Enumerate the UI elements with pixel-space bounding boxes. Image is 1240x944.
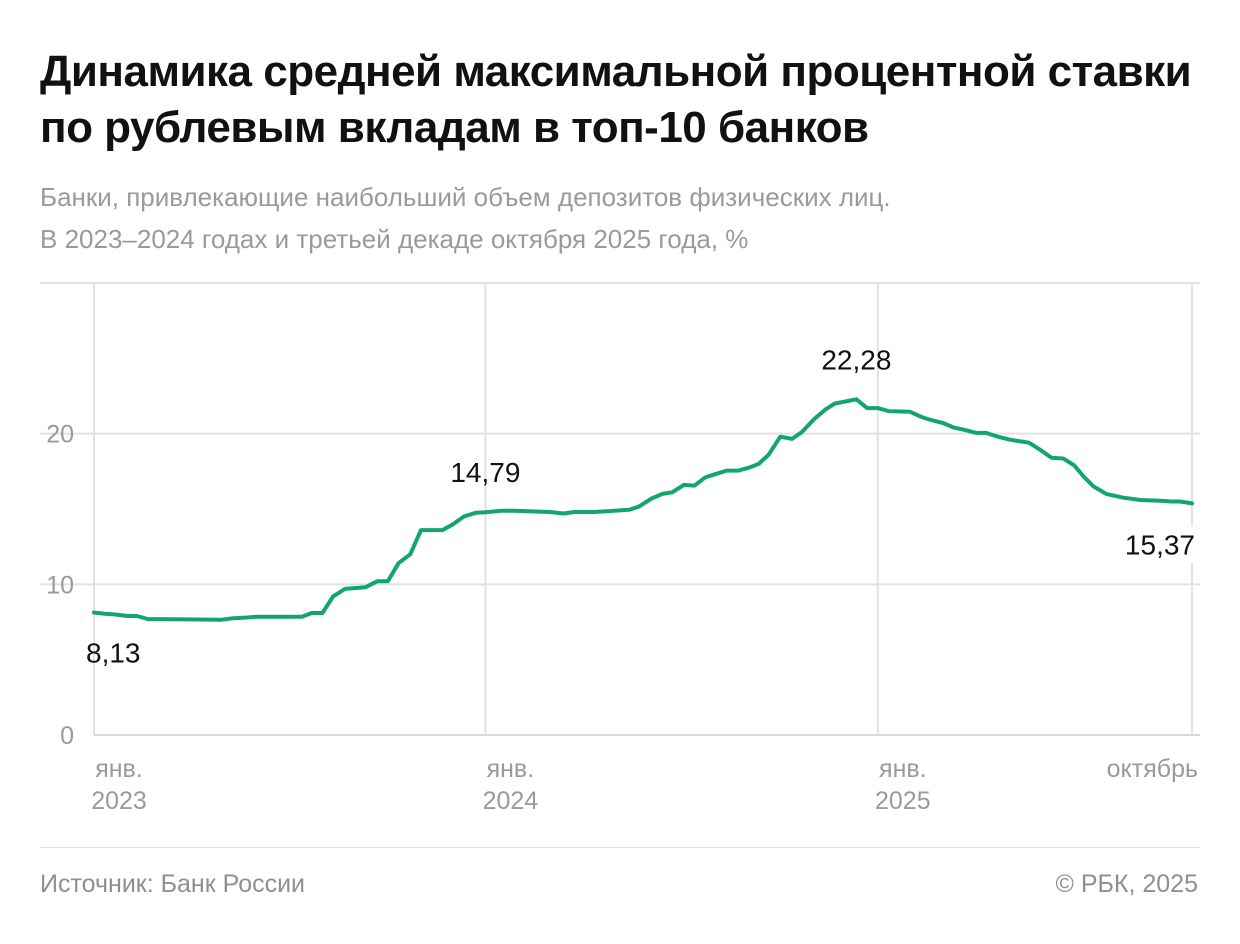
y-tick-label: 0	[60, 722, 74, 750]
annotation-label: 22,28	[821, 344, 891, 375]
annotation-label: 15,37	[1125, 529, 1195, 560]
x-tick-label: янв.	[487, 755, 535, 783]
x-tick-label: 2024	[483, 787, 539, 815]
x-tick-label: 2025	[875, 787, 931, 815]
chart-subtitle: Банки, привлекающие наибольший объем деп…	[40, 176, 891, 260]
subtitle-line: Банки, привлекающие наибольший объем деп…	[40, 182, 891, 212]
source-note: Источник: Банк России	[40, 870, 306, 898]
annotation-background	[1115, 526, 1197, 563]
annotation-label: 14,79	[450, 457, 520, 488]
chart-title: Динамика средней максимальной процентной…	[40, 47, 1192, 152]
y-tick-label: 20	[46, 421, 74, 449]
y-tick-label: 10	[46, 571, 74, 599]
x-tick-label: янв.	[95, 755, 143, 783]
annotation-label: 8,13	[86, 638, 141, 669]
footer-divider	[40, 847, 1200, 848]
series-line	[92, 397, 1194, 622]
x-tick-label: октябрь	[1107, 755, 1198, 783]
subtitle-line: В 2023–2024 годах и третьей декаде октяб…	[40, 224, 749, 254]
copyright: © РБК, 2025	[1055, 870, 1198, 898]
x-tick-label: янв.	[879, 755, 927, 783]
x-tick-label: 2023	[91, 787, 147, 815]
